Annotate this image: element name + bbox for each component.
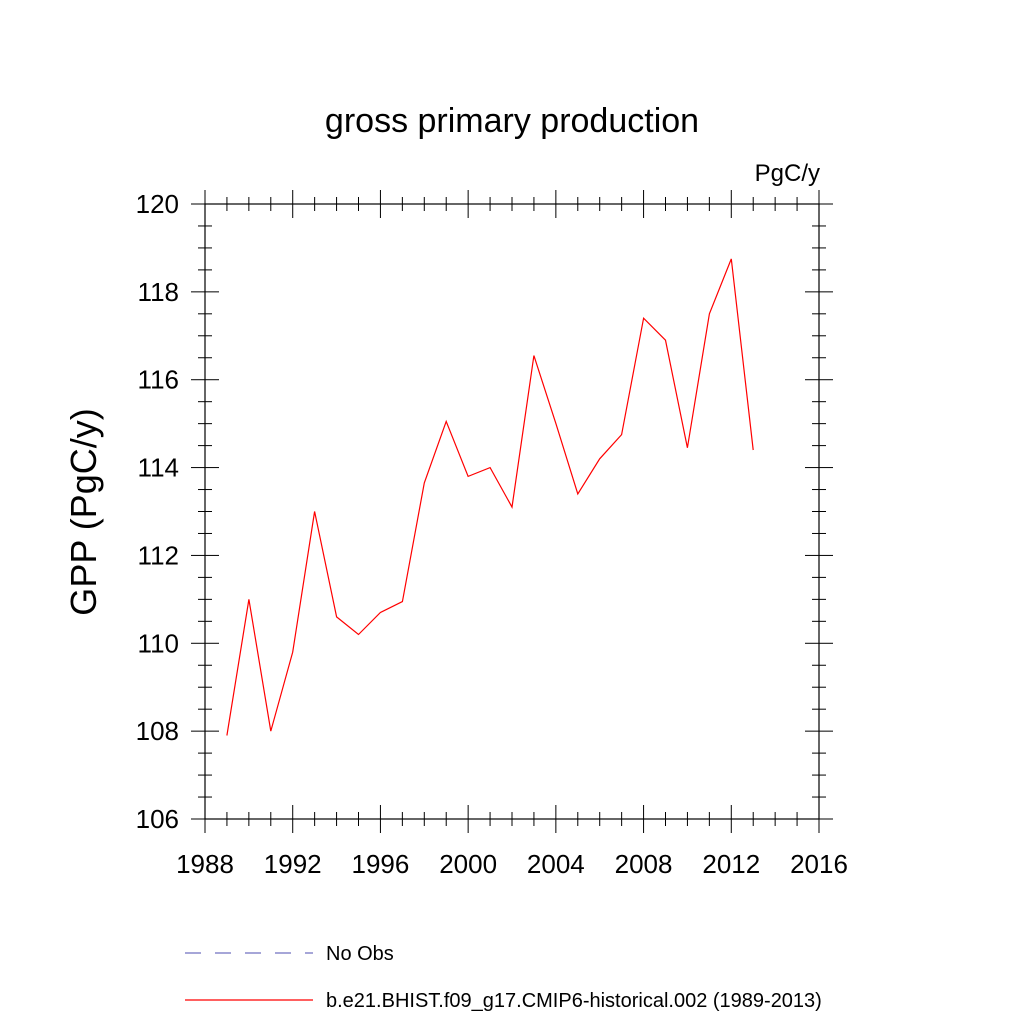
y-tick-label: 114	[138, 453, 179, 483]
series-group	[226, 258, 754, 736]
x-tick-label: 2016	[790, 849, 848, 879]
y-tick-label: 116	[138, 365, 179, 395]
y-tick-label: 108	[136, 716, 179, 746]
y-tick-label: 106	[136, 804, 179, 834]
legend-label: No Obs	[326, 943, 394, 965]
x-tick-label: 1996	[352, 849, 410, 879]
legend-label: b.e21.BHIST.f09_g17.CMIP6-historical.002…	[326, 990, 822, 1012]
x-tick-label: 1988	[176, 849, 234, 879]
x-tick-label: 2012	[702, 849, 760, 879]
x-tick-label: 2008	[615, 849, 673, 879]
axis-ticks	[191, 190, 833, 833]
x-tick-label: 2004	[527, 849, 585, 879]
units-label: PgC/y	[755, 160, 820, 187]
x-tick-label: 2000	[439, 849, 497, 879]
x-tick-label: 1992	[264, 849, 322, 879]
plot-frame	[204, 203, 820, 820]
y-tick-label: 112	[138, 540, 179, 570]
axis-tick-labels: 1988 1992 1996 2000 2004 2008 2012 2016 106 108 11…	[136, 189, 848, 879]
y-tick-label: 110	[138, 628, 179, 658]
chart-title: gross primary production	[325, 102, 699, 140]
y-tick-label: 118	[138, 277, 179, 307]
y-tick-label: 120	[136, 189, 179, 219]
legend: No Obs b.e21.BHIST.f09_g17.CMIP6-historic…	[185, 943, 822, 1012]
series-line	[226, 258, 754, 736]
y-axis-label: GPP (PgC/y)	[63, 408, 104, 615]
